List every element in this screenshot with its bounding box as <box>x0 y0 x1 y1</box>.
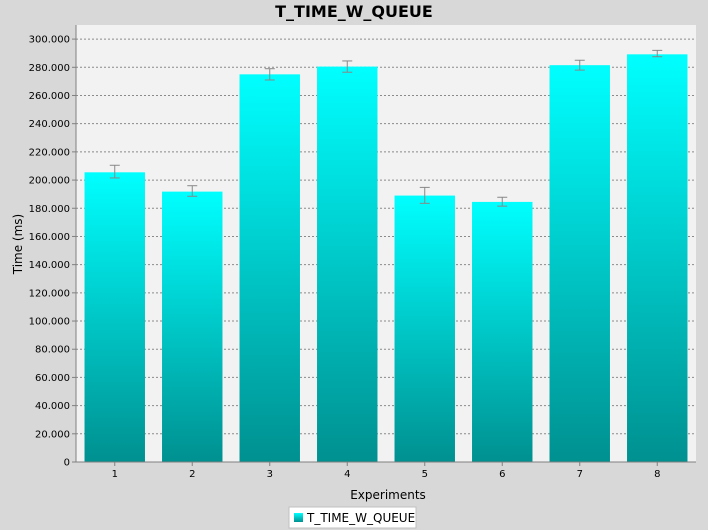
legend-box <box>288 506 417 529</box>
legend-swatch <box>294 513 303 522</box>
bar-2 <box>162 191 223 462</box>
x-tick-label: 2 <box>189 469 195 480</box>
y-tick-label: 100.000 <box>29 317 70 328</box>
axes <box>72 25 696 466</box>
bar-6 <box>472 201 533 462</box>
bars <box>84 54 688 463</box>
bar-8 <box>627 54 688 462</box>
y-tick-label: 240.000 <box>29 119 70 130</box>
x-tick-label: 5 <box>422 469 428 480</box>
bar-3 <box>239 74 300 462</box>
y-tick-label: 80.000 <box>35 345 70 356</box>
x-tick-label: 4 <box>344 469 350 480</box>
y-tick-label: 260.000 <box>29 91 70 102</box>
legend: T_TIME_W_QUEUE <box>288 506 417 529</box>
y-tick-label: 40.000 <box>35 401 70 412</box>
y-tick-label: 200.000 <box>29 176 70 187</box>
y-axis-label: Time (ms) <box>11 214 25 276</box>
y-tick-label: 180.000 <box>29 204 70 215</box>
y-tick-labels: 0 20.000 40.000 60.000 80.000 100.000 120.000 1… <box>29 35 70 469</box>
x-tick-label: 8 <box>654 469 660 480</box>
y-tick-label: 20.000 <box>35 429 70 440</box>
legend-label: T_TIME_W_QUEUE <box>306 511 415 525</box>
bar-7 <box>549 65 610 462</box>
bar-1 <box>84 172 145 463</box>
x-tick-label: 1 <box>112 469 118 480</box>
y-tick-label: 60.000 <box>35 373 70 384</box>
error-bars <box>109 49 663 207</box>
bar-4 <box>317 66 378 463</box>
x-axis-label: Experiments <box>350 488 426 502</box>
x-tick-label: 7 <box>577 469 583 480</box>
chart-title: T_TIME_W_QUEUE <box>275 2 433 21</box>
x-tick-label: 3 <box>267 469 273 480</box>
y-tick-label: 300.000 <box>29 35 70 46</box>
y-tick-label: 280.000 <box>29 63 70 74</box>
y-tick-label: 220.000 <box>29 147 70 158</box>
x-tick-labels: 1 2 3 4 5 6 7 8 <box>112 469 661 480</box>
x-tick-label: 6 <box>499 469 505 480</box>
bar-5 <box>394 195 455 462</box>
y-tick-label: 0 <box>64 458 70 469</box>
y-tick-label: 140.000 <box>29 260 70 271</box>
y-tick-label: 120.000 <box>29 288 70 299</box>
y-tick-label: 160.000 <box>29 232 70 243</box>
